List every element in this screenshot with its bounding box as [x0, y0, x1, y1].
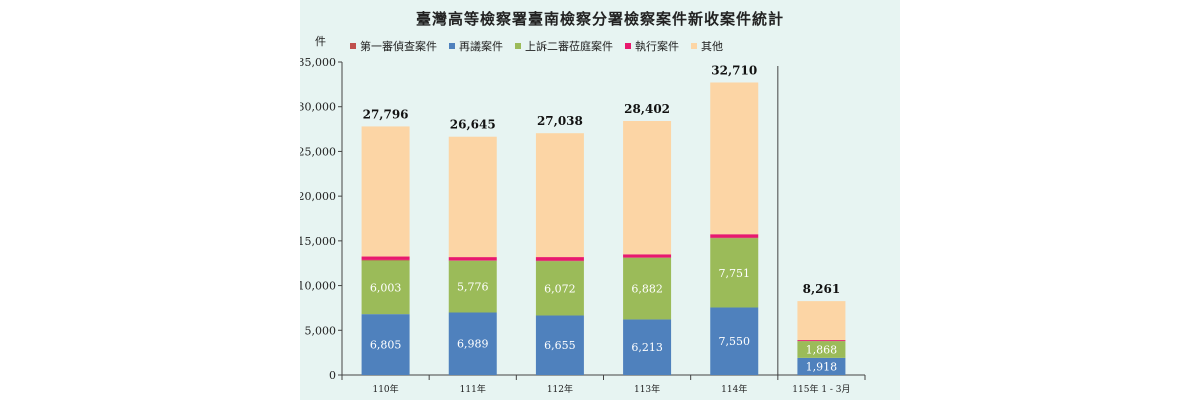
bar-total-label: 8,261 [803, 282, 841, 296]
chart-panel: 臺灣高等檢察署臺南檢察分署檢察案件新收案件統計 件 第一審偵查案件 再議案件 上訴二… [300, 0, 900, 400]
segment-data-label: 6,213 [631, 341, 663, 354]
bar-total-label: 27,038 [537, 114, 583, 128]
bar-segment [623, 254, 672, 258]
segment-data-label: 6,805 [370, 339, 402, 352]
chart-title: 臺灣高等檢察署臺南檢察分署檢察案件新收案件統計 [415, 10, 784, 28]
y-tick-label: 15,000 [300, 235, 336, 248]
legend-swatch [449, 43, 455, 49]
bar-segment [448, 312, 497, 375]
legend-item: 其他 [691, 38, 723, 54]
bar-segment [361, 256, 410, 260]
legend-item: 上訴二審莅庭案件 [515, 38, 613, 54]
bar-segment [535, 260, 584, 262]
bar-segment [797, 341, 846, 358]
segment-data-label: 1,918 [806, 360, 838, 373]
y-tick-label: 5,000 [305, 324, 337, 337]
y-tick-label: 0 [329, 369, 336, 382]
x-category-label: 114年 [721, 383, 747, 395]
bar-segment [361, 126, 410, 257]
bar-segment [361, 314, 410, 375]
bar-segment [535, 315, 584, 375]
bar-segment [797, 301, 846, 340]
legend-label: 再議案件 [459, 40, 503, 53]
bar-segment [623, 121, 672, 255]
y-tick-label: 25,000 [300, 145, 336, 158]
legend-label: 上訴二審莅庭案件 [525, 40, 613, 53]
y-axis-unit: 件 [315, 35, 326, 48]
x-category-label: 112年 [547, 383, 573, 395]
bar-segment [535, 257, 584, 261]
bar-total-label: 26,645 [450, 118, 496, 132]
bar-segment [710, 82, 759, 235]
bar-segment [535, 261, 584, 316]
bar-segment [448, 260, 497, 261]
legend-swatch [625, 43, 631, 49]
bar-segment [448, 257, 497, 261]
segment-data-label: 7,550 [719, 335, 751, 348]
bar-segment [448, 136, 497, 258]
bar-segment [361, 259, 410, 261]
segment-data-label: 6,003 [370, 281, 402, 294]
segment-data-label: 7,751 [719, 267, 751, 280]
legend-swatch [691, 43, 697, 49]
bar-total-label: 28,402 [624, 102, 670, 116]
bar-segment [535, 133, 584, 258]
legend-item: 執行案件 [625, 38, 679, 54]
segment-data-label: 6,882 [631, 283, 663, 296]
bar-segment [710, 237, 759, 239]
segment-data-label: 1,868 [806, 343, 838, 356]
segment-data-label: 6,072 [544, 282, 576, 295]
segment-data-label: 6,655 [544, 339, 576, 352]
legend-item: 第一審偵查案件 [350, 38, 437, 54]
bar-total-label: 27,796 [363, 107, 409, 121]
y-tick-label: 30,000 [300, 101, 336, 114]
bar-total-label: 32,710 [711, 63, 757, 77]
stacked-bar-chart: 0 5,000 10,000 15,000 20,000 25,000 30,000 35,0… [300, 56, 866, 395]
segment-data-label: 6,989 [457, 338, 489, 351]
bar-segment [448, 260, 497, 313]
legend-label: 其他 [701, 40, 723, 53]
y-tick-label: 10,000 [300, 280, 336, 293]
bar-segment [797, 339, 846, 341]
bar-segment [797, 357, 846, 375]
legend-label: 執行案件 [635, 40, 679, 53]
x-category-label: 111年 [460, 383, 486, 395]
bar-segment [623, 257, 672, 320]
bar-segment [623, 319, 672, 375]
bar-segment [710, 307, 759, 375]
x-category-label: 110年 [372, 383, 398, 395]
y-tick-label: 35,000 [300, 56, 336, 69]
bar-segment [623, 257, 672, 258]
x-category-label: 113年 [634, 383, 660, 395]
legend-item: 再議案件 [449, 38, 503, 54]
bar-segment [710, 234, 759, 238]
bar-segment [361, 260, 410, 315]
y-tick-label: 20,000 [300, 190, 336, 203]
x-category-label: 115年 1 - 3月 [792, 383, 850, 395]
legend-swatch [350, 43, 356, 49]
segment-data-label: 5,776 [457, 281, 489, 294]
legend: 第一審偵查案件 再議案件 上訴二審莅庭案件 執行案件 其他 [350, 38, 723, 54]
bar-segment [710, 238, 759, 308]
legend-label: 第一審偵查案件 [360, 40, 437, 53]
legend-swatch [515, 43, 521, 49]
